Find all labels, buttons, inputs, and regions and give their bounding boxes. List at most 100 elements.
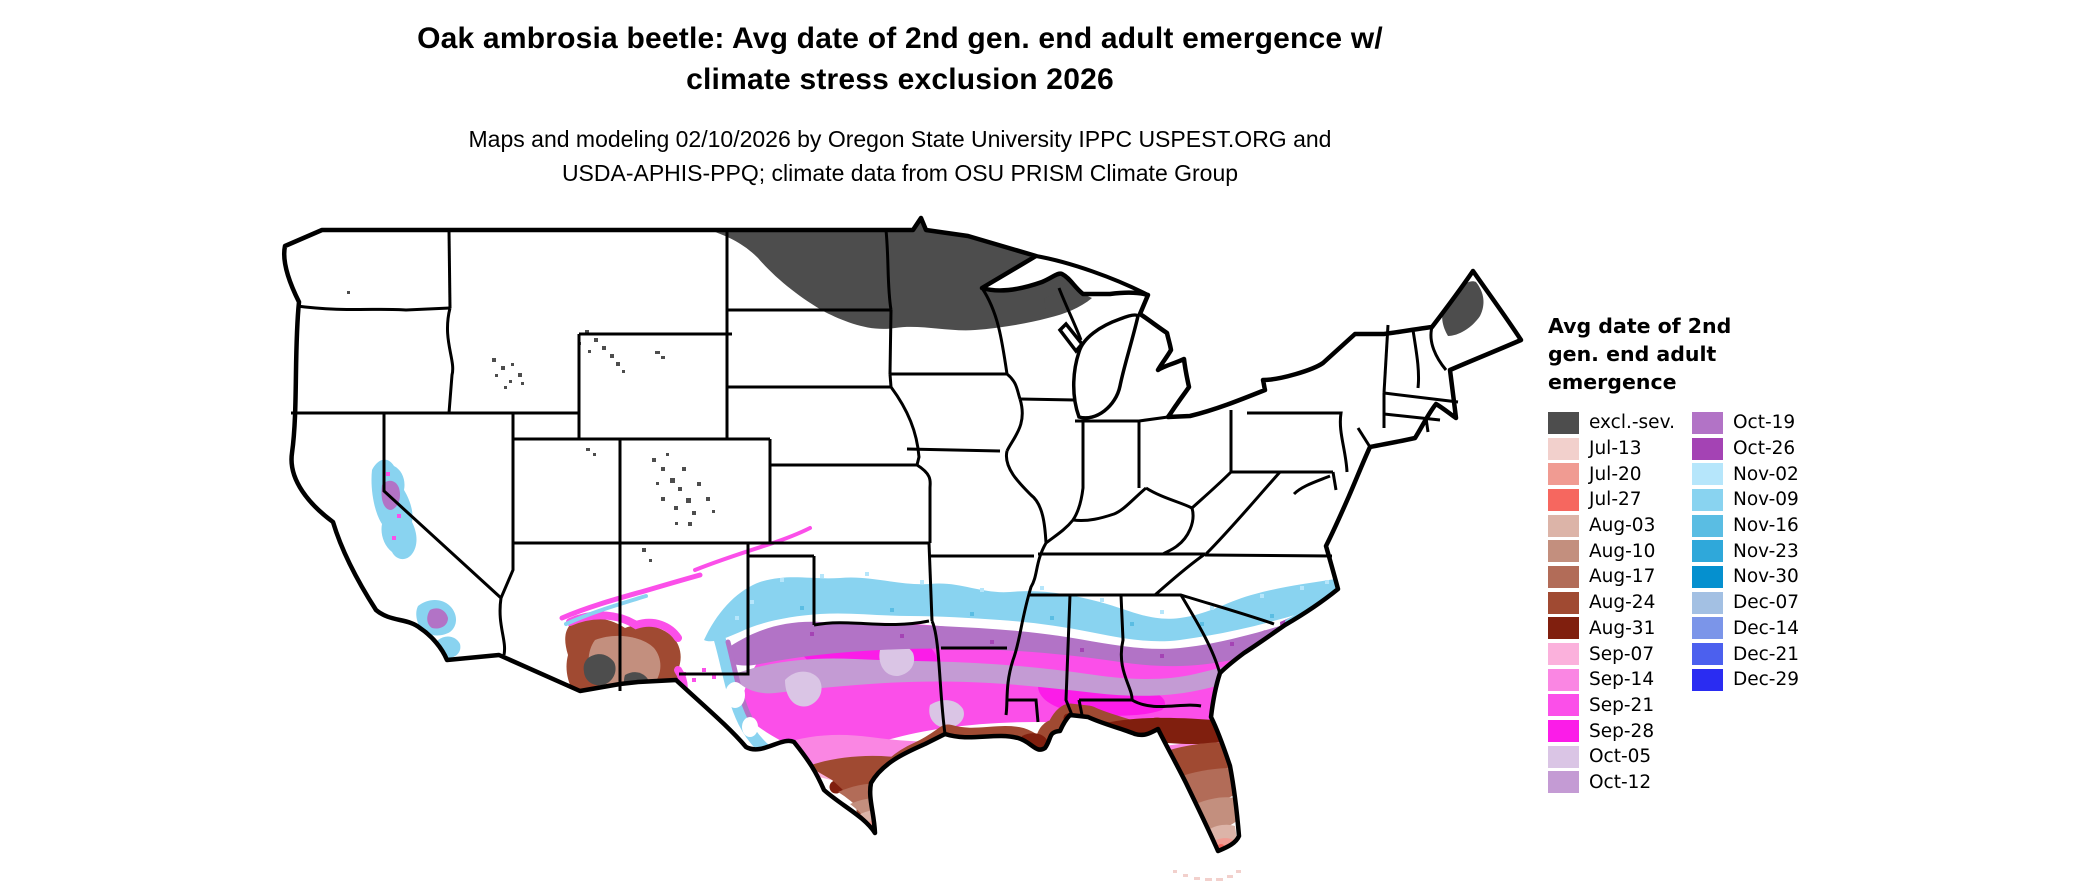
subtitle-line-1: Maps and modeling 02/10/2026 by Oregon S… (468, 126, 1332, 152)
legend-label: Oct-12 (1589, 771, 1652, 793)
legend-item: Aug-31 (1548, 616, 1675, 642)
us-map (280, 170, 1540, 892)
legend-swatch (1548, 643, 1579, 666)
legend-item: Dec-21 (1692, 641, 1799, 667)
map-legend: Avg date of 2nd gen. end adult emergence… (1548, 312, 2078, 794)
legend-swatch (1548, 565, 1579, 588)
legend-swatch (1548, 617, 1579, 640)
legend-swatch (1548, 694, 1579, 717)
region-stx-aug17 (838, 783, 932, 832)
legend-item: Aug-24 (1548, 590, 1675, 616)
legend-swatch (1548, 514, 1579, 537)
legend-swatch (1692, 540, 1723, 563)
title-line-2: climate stress exclusion 2026 (686, 63, 1114, 96)
legend-label: Dec-07 (1733, 592, 1800, 614)
legend-swatch (1692, 617, 1723, 640)
legend-label: Aug-17 (1589, 566, 1656, 588)
legend-item: Sep-14 (1548, 667, 1675, 693)
legend-item: Oct-19 (1692, 410, 1799, 436)
region-october-pale-patch-1 (785, 671, 822, 707)
legend-item: Sep-21 (1548, 693, 1675, 719)
legend-swatch (1692, 668, 1723, 691)
legend-label: Oct-05 (1589, 746, 1652, 768)
region-mogollon-cyan (564, 594, 648, 626)
legend-swatch (1692, 514, 1723, 537)
region-wtx-purple-fringe (725, 639, 753, 721)
legend-label: Nov-02 (1733, 463, 1799, 485)
region-az-gray-1 (583, 654, 616, 686)
legend-item: Jul-27 (1548, 487, 1675, 513)
legend-item: Dec-14 (1692, 616, 1799, 642)
legend-label: Dec-21 (1733, 643, 1800, 665)
legend-swatch (1548, 720, 1579, 743)
legend-column-1: excl.-sev. Jul-13 Jul-20 Jul-27 Aug-03 Aug-10… (1548, 410, 1675, 795)
region-october-pale-patch-2 (879, 644, 915, 677)
great-lakes (1057, 313, 1140, 420)
legend-label: Aug-10 (1589, 540, 1656, 562)
page-title: Oak ambrosia beetle: Avg date of 2nd gen… (0, 18, 1800, 100)
legend-swatch (1548, 463, 1579, 486)
legend-swatch (1548, 745, 1579, 768)
legend-item: Jul-13 (1548, 436, 1675, 462)
legend-label: Nov-09 (1733, 489, 1799, 511)
legend-label: Oct-19 (1733, 412, 1796, 434)
region-sierra-cyan (371, 459, 417, 560)
legend-swatch (1692, 643, 1723, 666)
legend-item: Nov-09 (1692, 487, 1799, 513)
legend-label: excl.-sev. (1589, 412, 1675, 434)
legend-label: Nov-23 (1733, 540, 1799, 562)
legend-swatch (1692, 591, 1723, 614)
legend-swatch (1548, 437, 1579, 460)
region-october-purple-strip (718, 604, 1348, 667)
region-wtx-white-hole-1 (725, 682, 745, 708)
legend-label: Jul-13 (1589, 438, 1642, 460)
legend-title: Avg date of 2nd gen. end adult emergence (1548, 314, 1732, 394)
legend-swatch (1548, 591, 1579, 614)
lake-michigan (1071, 313, 1140, 420)
legend-label: Sep-28 (1589, 720, 1655, 742)
legend-item: Dec-07 (1692, 590, 1799, 616)
legend-label: Dec-14 (1733, 617, 1800, 639)
region-florida-keys (1173, 870, 1241, 881)
legend-item: Dec-29 (1692, 667, 1799, 693)
legend-item: Aug-10 (1548, 538, 1675, 564)
page-subtitle: Maps and modeling 02/10/2026 by Oregon S… (0, 122, 1800, 190)
legend-item: Aug-03 (1548, 513, 1675, 539)
legend-column-2: Oct-19 Oct-26 Nov-02 Nov-09 Nov-16 Nov-23 Nov-… (1692, 410, 1799, 693)
region-november-fringe (704, 577, 1353, 642)
legend-label: Aug-24 (1589, 592, 1656, 614)
map-borders (282, 215, 1524, 854)
state-borders (291, 229, 1459, 735)
legend-label: Nov-16 (1733, 515, 1799, 537)
region-october-pale-patch-3 (929, 700, 964, 728)
region-excluded-north (710, 218, 1092, 331)
region-nm-ne-magenta (693, 526, 812, 572)
legend-label: Dec-29 (1733, 669, 1800, 691)
region-az-magenta-fringe-n (566, 611, 682, 642)
region-fl-aug24 (1170, 742, 1232, 777)
legend-swatch (1548, 668, 1579, 691)
legend-item: Nov-16 (1692, 513, 1799, 539)
legend-label: Oct-26 (1733, 438, 1796, 460)
legend-swatch (1692, 437, 1723, 460)
legend-item: Nov-30 (1692, 564, 1799, 590)
legend-swatch (1692, 488, 1723, 511)
green-bay (1057, 321, 1085, 354)
legend-item: excl.-sev. (1548, 410, 1675, 436)
legend-item: Nov-02 (1692, 461, 1799, 487)
region-wtx-white-hole-2 (742, 717, 758, 737)
legend-item: Oct-12 (1548, 770, 1675, 796)
superior-border (1035, 254, 1149, 297)
legend-swatch (1548, 411, 1579, 434)
legend-swatch (1548, 488, 1579, 511)
legend-swatch (1692, 463, 1723, 486)
region-socal-purple (427, 608, 448, 629)
region-fl-aug17 (1182, 768, 1236, 805)
legend-item: Sep-07 (1548, 641, 1675, 667)
us-outline (282, 215, 1524, 854)
legend-item: Oct-05 (1548, 744, 1675, 770)
region-mogollon-magenta (559, 572, 703, 621)
legend-label: Jul-27 (1589, 489, 1642, 511)
legend-label: Sep-21 (1589, 694, 1655, 716)
